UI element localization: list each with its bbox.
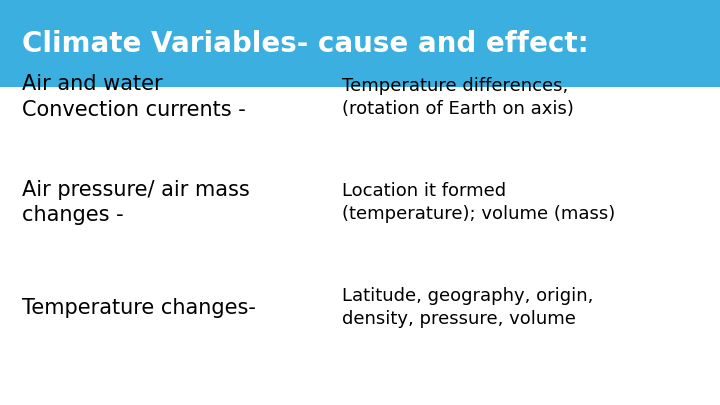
Text: Air and water
Convection currents -: Air and water Convection currents - [22,75,246,120]
Text: Location it formed
(temperature); volume (mass): Location it formed (temperature); volume… [342,182,616,223]
Text: Air pressure/ air mass
changes -: Air pressure/ air mass changes - [22,180,249,225]
Bar [0,0,720,87]
Text: Temperature differences,
(rotation of Earth on axis): Temperature differences, (rotation of Ea… [342,77,574,117]
Text: Climate Variables- cause and effect:: Climate Variables- cause and effect: [22,30,588,58]
Text: Temperature changes-: Temperature changes- [22,298,256,318]
Text: Latitude, geography, origin,
density, pressure, volume: Latitude, geography, origin, density, pr… [342,288,593,328]
